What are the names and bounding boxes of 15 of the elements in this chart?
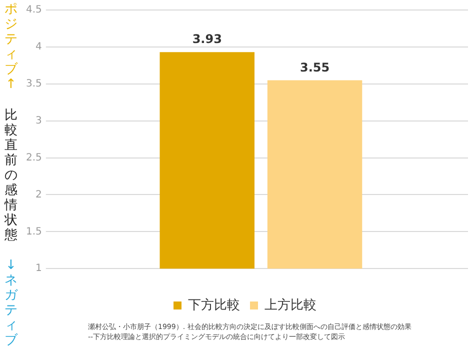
y-tick-label: 4.5 (26, 4, 42, 16)
y-tick-label: 1 (36, 263, 42, 274)
data-label: 3.55 (300, 60, 330, 74)
text: ポジティブ↑ (4, 2, 19, 92)
y-tick-label: 3 (36, 115, 42, 126)
y-tick-label: 3.5 (26, 78, 42, 90)
y-tick-label: 4 (36, 42, 42, 53)
legend-label: 下方比較 (188, 296, 240, 313)
text: 比較直前の感情状態 (4, 108, 18, 242)
text: ↓ネガティブ (4, 258, 19, 348)
y-tick-label: 2.5 (26, 152, 42, 164)
data-label: 3.93 (192, 32, 222, 46)
y-tick-label: 1.5 (26, 226, 42, 238)
legend-label: 上方比較 (264, 296, 316, 313)
y-tick-label: 2 (36, 189, 42, 200)
